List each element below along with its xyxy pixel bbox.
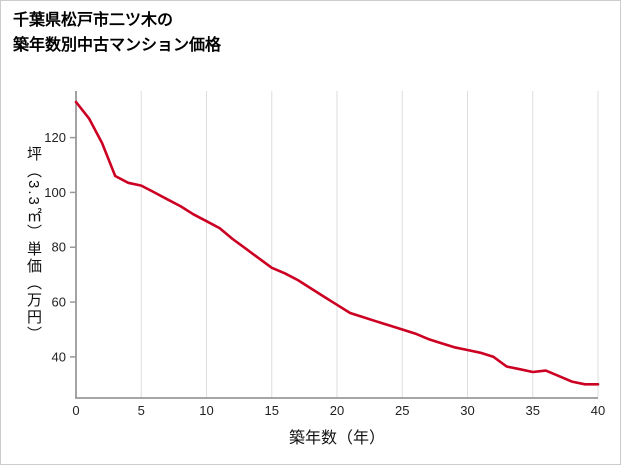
y-axis-label: 坪（3.3㎡）単価（万円） bbox=[25, 145, 42, 343]
y-tick-label: 60 bbox=[52, 295, 66, 310]
x-tick-label: 40 bbox=[591, 403, 605, 418]
x-axis-label: 築年数（年） bbox=[288, 430, 385, 447]
price-line-series bbox=[74, 100, 600, 386]
x-tick-label: 35 bbox=[526, 403, 540, 418]
y-tick-label: 40 bbox=[52, 349, 66, 364]
chart-title-line1: 千葉県松戸市二ツ木の bbox=[13, 12, 174, 29]
x-tick-label: 20 bbox=[330, 403, 344, 418]
x-tick-label: 5 bbox=[138, 403, 145, 418]
chart-title-line2: 築年数別中古マンション価格 bbox=[13, 36, 222, 54]
y-tick-label: 100 bbox=[44, 185, 66, 200]
x-tick-label: 25 bbox=[395, 403, 409, 418]
y-tick-label: 120 bbox=[44, 130, 66, 145]
chart-title: 千葉県松戸市二ツ木の 築年数別中古マンション価格 bbox=[13, 9, 221, 59]
x-tick-label: 0 bbox=[72, 403, 79, 418]
x-tick-label: 15 bbox=[265, 403, 279, 418]
x-tick-label: 10 bbox=[199, 403, 213, 418]
y-tick-label: 80 bbox=[52, 240, 66, 255]
x-tick-label: 30 bbox=[460, 403, 474, 418]
